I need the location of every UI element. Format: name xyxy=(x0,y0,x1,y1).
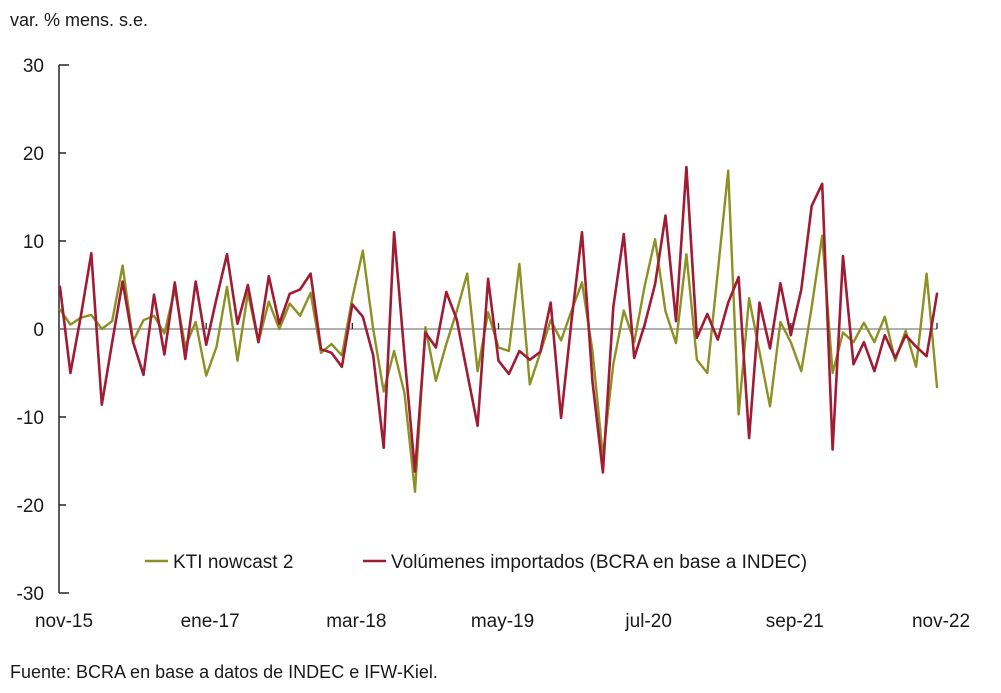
kti-legend-label: KTI nowcast 2 xyxy=(173,552,293,573)
y-tick-label: 20 xyxy=(23,144,44,165)
kti-nowcast-line xyxy=(58,169,939,493)
legend: KTI nowcast 2 Volúmenes importados (BCRA… xyxy=(145,552,807,573)
x-tick-label: mar-18 xyxy=(326,611,386,632)
volumenes-legend-label: Volúmenes importados (BCRA en base a IND… xyxy=(391,552,807,573)
y-axis: 30 20 10 0 -10 -20 -30 xyxy=(17,56,69,605)
x-tick-label: ene-17 xyxy=(181,611,240,632)
source-note: Fuente: BCRA en base a datos de INDEC e … xyxy=(10,662,438,682)
x-tick-label: may-19 xyxy=(471,611,534,632)
y-axis-unit-label: var. % mens. s.e. xyxy=(10,10,148,30)
y-tick-label: -30 xyxy=(17,584,44,605)
x-axis-labels: nov-15 ene-17 mar-18 may-19 jul-20 sep-21 nov-… xyxy=(35,611,970,632)
y-tick-label: -20 xyxy=(17,496,44,517)
y-tick-label: 10 xyxy=(23,232,44,253)
y-tick-label: 30 xyxy=(23,56,44,77)
x-tick-label: jul-20 xyxy=(624,611,671,632)
data-series-group xyxy=(58,165,939,493)
y-tick-label: -10 xyxy=(17,408,44,429)
x-tick-label: sep-21 xyxy=(766,611,824,632)
x-tick-label: nov-22 xyxy=(912,611,970,632)
x-tick-label: nov-15 xyxy=(35,611,93,632)
y-tick-label: 0 xyxy=(33,320,44,341)
volumenes-importados-line xyxy=(58,165,939,474)
